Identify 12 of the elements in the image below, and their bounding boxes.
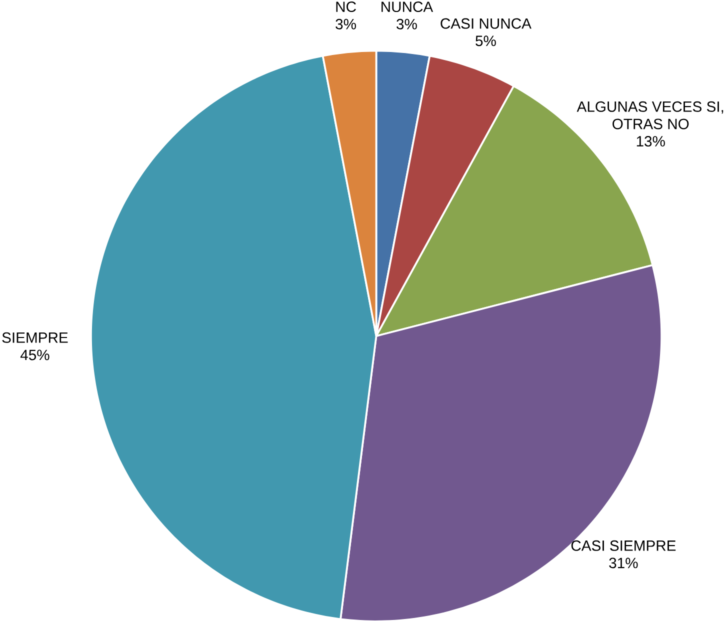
data-label: 3% [336,18,356,30]
data-label: 31% [609,558,638,568]
data-label: 3% [396,18,417,30]
slice-label: SIEMPRE [2,332,68,343]
slice-label: NC [336,1,356,12]
slice-label: CASI SIEMPRE [571,540,676,551]
data-label: 5% [476,36,496,46]
slice-label: NUNCA [382,1,434,12]
slice-label: CASI NUNCA [440,18,532,29]
slice-label: ALGUNAS VECES SI, OTRAS NO [576,101,724,130]
data-label: 45% [20,350,50,360]
data-label: 13% [636,136,665,146]
